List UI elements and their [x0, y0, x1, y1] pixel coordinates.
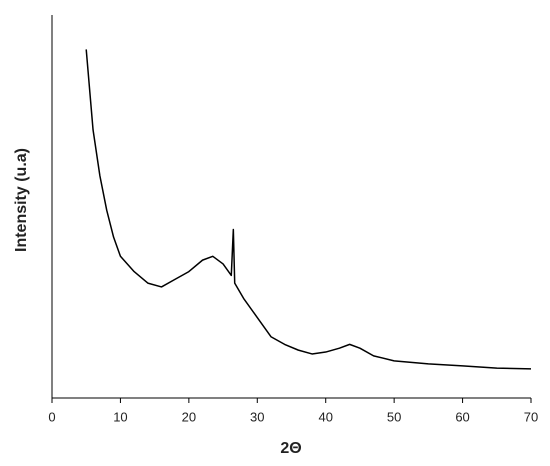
x-tick-label: 30: [250, 409, 264, 424]
x-tick-label: 60: [455, 409, 469, 424]
x-tick-label: 10: [113, 409, 127, 424]
x-tick-label: 70: [524, 409, 538, 424]
data-line: [85, 49, 532, 370]
x-axis-label: 2Θ: [280, 440, 301, 457]
x-tick-label: 0: [48, 409, 55, 424]
x-tick-label: 50: [387, 409, 401, 424]
x-tick-label: 40: [318, 409, 332, 424]
y-axis-label: Intensity (u.a): [13, 148, 30, 252]
x-tick-label: 20: [182, 409, 196, 424]
